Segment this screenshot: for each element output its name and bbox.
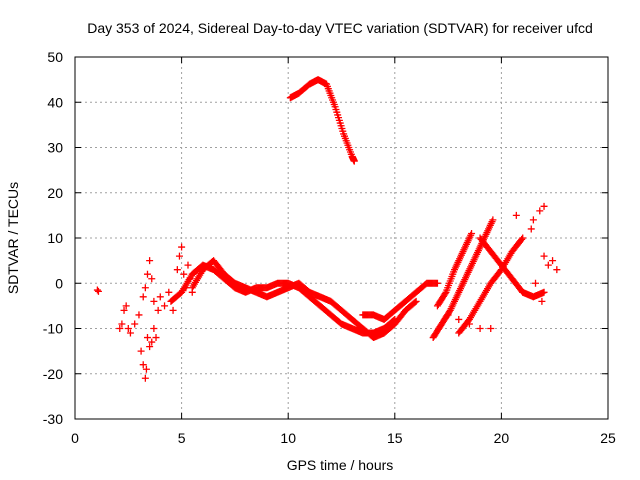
x-tick-label: 20 — [494, 430, 510, 446]
data-point — [412, 297, 420, 305]
data-point — [532, 279, 540, 287]
data-points — [93, 76, 561, 382]
data-point — [468, 229, 476, 237]
data-point — [156, 293, 164, 301]
y-tick-label: 40 — [47, 94, 63, 110]
data-point — [131, 320, 139, 328]
data-point — [544, 261, 552, 269]
y-tick-label: -10 — [43, 321, 63, 337]
x-tick-label: 10 — [280, 430, 296, 446]
data-point — [512, 211, 520, 219]
y-tick-label: 0 — [55, 275, 63, 291]
data-point — [173, 266, 181, 274]
y-tick-label: 20 — [47, 185, 63, 201]
data-point — [124, 325, 132, 332]
data-point — [178, 243, 186, 251]
data-point — [489, 216, 497, 224]
data-point — [540, 202, 548, 210]
data-point — [120, 306, 128, 314]
data-point — [549, 257, 557, 265]
chart-title: Day 353 of 2024, Sidereal Day-to-day VTE… — [87, 20, 593, 36]
data-point — [122, 302, 130, 310]
series-isolated — [93, 286, 102, 295]
data-point — [143, 270, 151, 278]
data-point — [165, 288, 173, 296]
data-point — [148, 338, 156, 346]
data-point — [508, 275, 516, 283]
data-point — [93, 286, 101, 294]
series-track-main-2 — [188, 257, 420, 342]
y-axis: -30 -20 -10 0 10 20 30 40 50 — [43, 49, 608, 427]
x-tick-label: 25 — [600, 430, 616, 446]
x-axis: 0 5 10 15 20 25 — [71, 57, 616, 446]
data-point — [142, 365, 150, 373]
data-point — [455, 315, 463, 323]
data-point — [536, 207, 544, 215]
x-tick-label: 0 — [71, 430, 79, 446]
data-point — [154, 306, 162, 314]
data-point — [175, 252, 183, 260]
data-point — [441, 290, 449, 298]
series-track-main-3 — [359, 279, 441, 323]
data-point — [148, 275, 156, 283]
data-point — [150, 325, 158, 332]
data-point — [519, 288, 527, 296]
y-tick-label: -20 — [43, 366, 63, 382]
data-point — [118, 320, 126, 328]
data-point — [135, 311, 143, 319]
data-point — [350, 157, 358, 165]
data-point — [161, 302, 169, 310]
y-tick-label: -30 — [43, 411, 63, 427]
series-late-rise-2 — [433, 229, 476, 310]
x-tick-label: 5 — [178, 430, 186, 446]
series-high-arc — [286, 76, 358, 165]
data-point — [487, 325, 495, 332]
data-point — [529, 216, 537, 224]
series-early-cluster-low — [116, 302, 160, 382]
data-point — [152, 334, 160, 342]
y-tick-label: 10 — [47, 230, 63, 246]
data-point — [141, 284, 149, 292]
data-point — [538, 297, 546, 305]
y-axis-label: SDTVAR / TECUs — [5, 182, 21, 294]
data-point — [553, 266, 561, 274]
data-point — [540, 288, 548, 296]
data-point — [444, 311, 452, 319]
data-point — [518, 235, 526, 243]
data-point — [184, 261, 192, 269]
data-point — [411, 298, 419, 306]
y-tick-label: 30 — [47, 140, 63, 156]
data-point — [126, 329, 134, 337]
x-tick-label: 15 — [387, 430, 403, 446]
data-point — [519, 234, 527, 242]
grid — [75, 57, 608, 419]
data-point — [465, 320, 473, 328]
data-point — [137, 347, 145, 355]
series-late-rise-1 — [429, 216, 497, 342]
series-late-rise-3 — [455, 234, 527, 337]
data-point — [540, 252, 548, 260]
data-point — [116, 325, 124, 332]
x-axis-label: GPS time / hours — [287, 457, 394, 473]
y-tick-label: 50 — [47, 49, 63, 65]
data-point — [476, 325, 484, 332]
data-point — [139, 293, 147, 301]
data-point — [169, 306, 177, 314]
data-point — [146, 257, 154, 265]
series-late-cluster — [444, 202, 561, 332]
data-point — [150, 297, 158, 305]
data-point — [180, 270, 188, 278]
data-point — [143, 334, 151, 342]
data-point — [146, 343, 154, 351]
data-point — [141, 374, 149, 382]
data-point — [94, 287, 102, 295]
data-point — [527, 225, 535, 233]
data-point — [139, 361, 147, 369]
data-point — [497, 266, 505, 274]
data-point — [433, 279, 441, 287]
